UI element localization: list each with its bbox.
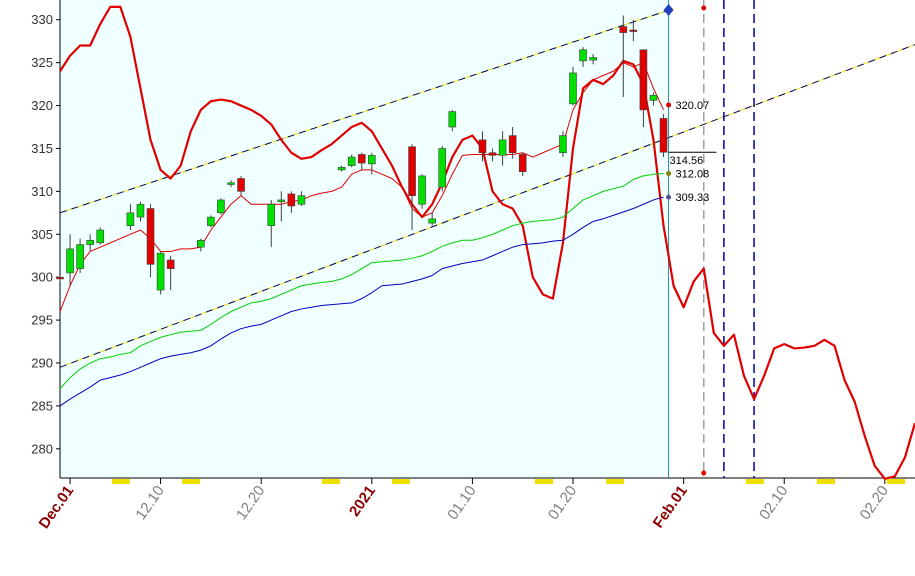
candle-body	[569, 72, 577, 105]
candle-body	[166, 259, 175, 269]
candle-body	[136, 203, 145, 218]
price-label: 309.33	[676, 192, 710, 204]
candle-body	[287, 193, 296, 207]
candle-body	[448, 111, 457, 128]
candle-body	[579, 49, 587, 62]
weekend-marker	[817, 479, 835, 484]
candle-body	[518, 154, 527, 172]
candle-body	[438, 148, 447, 188]
y-tick-label: 330	[31, 12, 53, 27]
y-tick-label: 290	[31, 356, 53, 371]
candle-body	[508, 135, 517, 154]
weekend-markers	[112, 479, 905, 484]
candle-body	[76, 244, 84, 269]
weekend-marker	[535, 479, 553, 484]
current-diamond	[663, 4, 674, 16]
candle-body	[589, 57, 597, 61]
candle-body	[66, 248, 74, 274]
candle-body	[629, 29, 638, 32]
candle-body	[217, 199, 225, 214]
candle-body	[237, 178, 245, 192]
y-tick-label: 295	[31, 313, 53, 328]
candle-body	[126, 212, 135, 226]
price-dot	[666, 194, 672, 200]
candle-body	[498, 139, 507, 156]
weekend-marker	[392, 479, 410, 484]
candle-body	[619, 26, 628, 33]
price-dot	[666, 102, 672, 108]
candle-body	[86, 239, 94, 245]
candle-body	[659, 118, 668, 153]
candle-body	[277, 199, 286, 202]
price-label: 320.07	[676, 100, 710, 112]
price-label: 314.56	[670, 155, 704, 167]
y-tick-label: 325	[31, 55, 53, 70]
weekend-marker	[606, 479, 624, 484]
y-tick-label: 285	[31, 398, 53, 413]
candle-body	[207, 216, 215, 226]
candle-body	[649, 94, 658, 101]
candle-body	[408, 146, 416, 196]
candle-body	[488, 152, 497, 156]
candle-body	[428, 218, 436, 224]
candle-body	[559, 135, 567, 154]
trend-line-accent	[59, 44, 915, 368]
candle-body	[96, 229, 105, 244]
price-dot	[666, 171, 672, 177]
candle-body	[357, 154, 366, 164]
weekend-marker	[182, 479, 200, 484]
weekend-marker	[322, 479, 340, 484]
candle-body	[639, 49, 648, 111]
candle-body	[56, 276, 64, 280]
line-series	[59, 5, 915, 480]
candle-body	[227, 182, 235, 185]
candle-body	[347, 156, 356, 166]
price-label: 312.08	[676, 169, 710, 181]
date-marker-dot	[701, 5, 707, 11]
candle-body	[418, 175, 426, 205]
candle-body	[337, 167, 346, 171]
y-tick-label: 280	[31, 441, 53, 456]
candle-body	[197, 239, 205, 248]
y-tick-label: 310	[31, 184, 53, 199]
date-marker-dot	[701, 470, 707, 476]
y-tick-label: 305	[31, 227, 53, 242]
y-tick-label: 315	[31, 141, 53, 156]
candle-body	[368, 155, 376, 165]
candle-body	[146, 208, 155, 265]
y-tick-label: 320	[31, 98, 53, 113]
plot-background	[60, 0, 669, 478]
weekend-marker	[887, 479, 905, 484]
candle-body	[267, 203, 276, 226]
weekend-marker	[746, 479, 764, 484]
trend-line	[59, 44, 915, 368]
line-series	[59, 173, 664, 390]
weekend-marker	[112, 479, 130, 484]
candle-body	[478, 139, 487, 154]
trend-line-accent	[59, 8, 674, 214]
candle-body	[297, 195, 306, 205]
y-tick-label: 300	[31, 270, 53, 285]
candle-body	[156, 252, 165, 291]
line-series	[59, 196, 664, 407]
